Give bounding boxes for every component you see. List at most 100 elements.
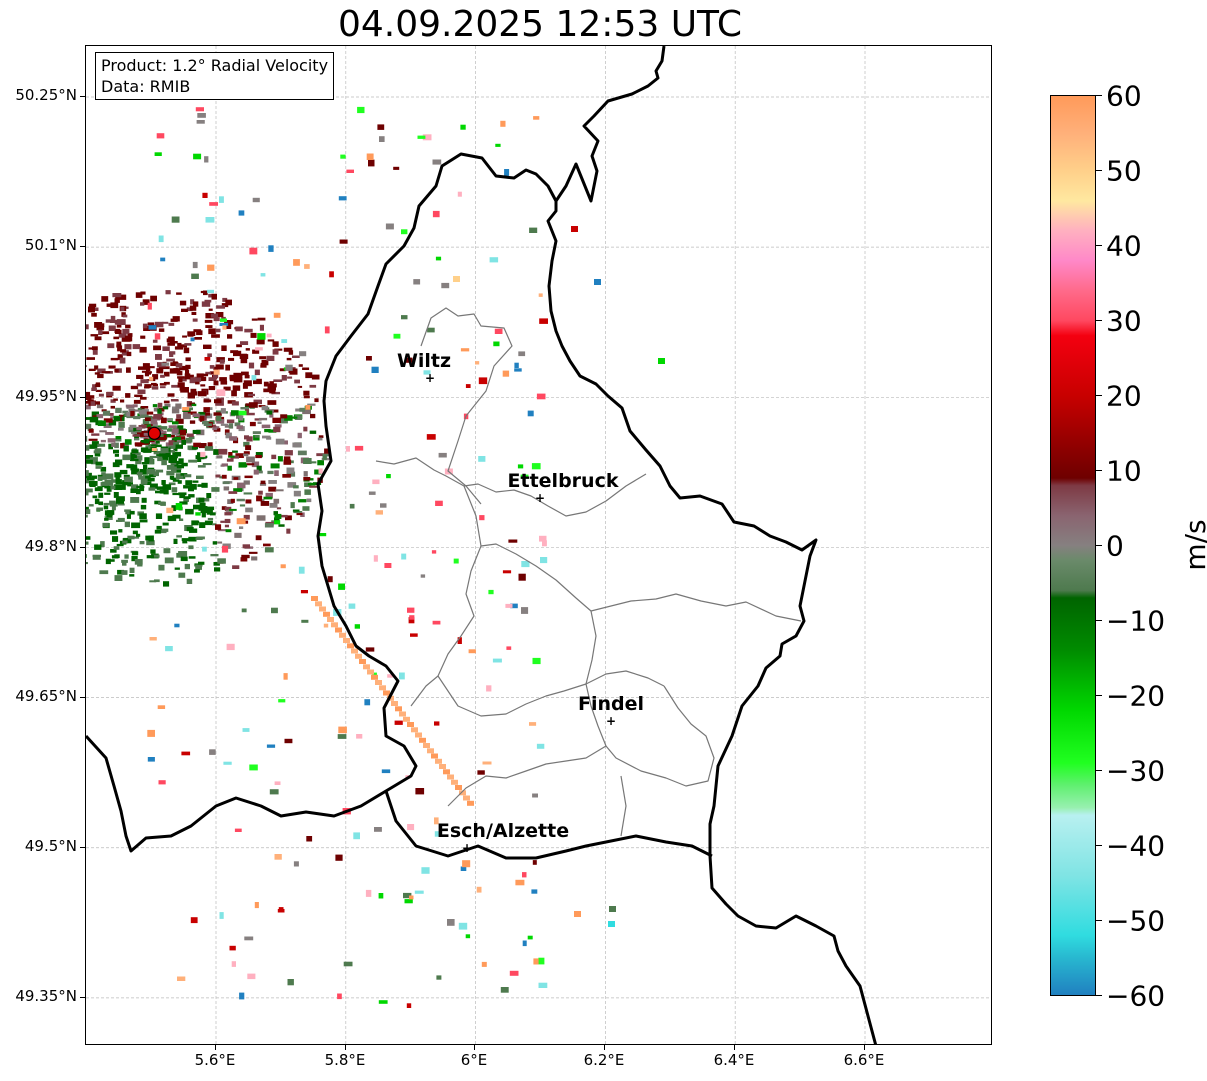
- map-area[interactable]: [85, 45, 992, 1045]
- colorbar-tick-label: 20: [1106, 379, 1142, 413]
- echo-pixel: [394, 720, 403, 725]
- echo-pixel: [172, 493, 179, 496]
- echo-pixel: [116, 496, 125, 502]
- echo-pixel: [356, 734, 363, 739]
- echo-pixel: [86, 463, 87, 468]
- echo-pixel: [251, 375, 257, 381]
- echo-pixel: [255, 347, 263, 351]
- echo-pixel: [234, 373, 243, 376]
- echo-pixel: [129, 574, 135, 577]
- echo-pixel: [136, 485, 145, 489]
- echo-pixel: [197, 391, 207, 397]
- echo-pixel: [268, 486, 277, 492]
- echo-pixel: [107, 438, 116, 443]
- echo-pixel: [186, 526, 194, 532]
- echo-pixel: [151, 441, 158, 446]
- echo-pixel: [108, 559, 115, 562]
- echo-pixel: [92, 350, 98, 355]
- echo-pixel: [256, 495, 263, 502]
- echo-pixel: [188, 459, 198, 463]
- echo-pixel: [151, 448, 157, 452]
- echo-pixel: [266, 437, 272, 440]
- colorbar-tick: [1096, 470, 1102, 471]
- echo-pixel: [204, 413, 213, 419]
- echo-pixel: [280, 414, 288, 419]
- echo-pixel: [90, 334, 99, 337]
- echo-pixel: [181, 538, 190, 542]
- echo-pixel: [253, 435, 260, 441]
- echo-pixel: [192, 261, 198, 269]
- echo-pixel: [88, 438, 98, 441]
- echo-pixel: [104, 480, 114, 486]
- echo-pixel: [387, 674, 393, 678]
- echo-pixel: [148, 487, 156, 491]
- echo-pixel: [229, 374, 235, 380]
- echo-pixel: [89, 416, 99, 423]
- echo-pixel: [293, 490, 301, 497]
- echo-pixel: [144, 386, 150, 389]
- echo-pixel: [228, 491, 238, 494]
- echo-pixel: [158, 328, 165, 332]
- echo-pixel: [251, 556, 258, 561]
- echo-pixel: [292, 355, 300, 358]
- echo-pixel: [386, 474, 391, 479]
- echo-pixel: [432, 159, 442, 165]
- echo-pixel: [155, 469, 164, 473]
- lat-tick: [80, 847, 85, 848]
- echo-pixel: [124, 538, 132, 544]
- echo-pixel: [181, 308, 188, 312]
- echo-pixel: [105, 432, 114, 435]
- echo-pixel: [212, 425, 218, 431]
- echo-pixel: [323, 623, 329, 628]
- echo-pixel: [243, 380, 252, 387]
- district-border: [447, 745, 607, 807]
- echo-pixel: [533, 116, 540, 120]
- echo-pixel: [417, 135, 426, 139]
- echo-pixel: [254, 369, 260, 376]
- echo-pixel: [502, 370, 510, 377]
- echo-pixel: [196, 120, 205, 124]
- echo-pixel: [154, 500, 161, 505]
- echo-pixel: [86, 365, 87, 368]
- echo-pixel: [371, 674, 378, 680]
- echo-pixel: [269, 413, 274, 418]
- echo-pixel: [125, 324, 131, 329]
- echo-pixel: [216, 305, 225, 309]
- echo-pixel: [200, 377, 206, 382]
- echo-pixel: [538, 293, 543, 297]
- echo-pixel: [365, 647, 375, 652]
- echo-pixel: [215, 415, 222, 422]
- echo-pixel: [245, 499, 252, 504]
- echo-pixel: [283, 459, 292, 465]
- echo-pixel: [331, 622, 338, 628]
- echo-pixel: [181, 439, 186, 445]
- echo-pixel: [266, 333, 272, 338]
- echo-pixel: [283, 347, 293, 352]
- echo-pixel: [150, 549, 156, 554]
- echo-pixel: [165, 452, 171, 458]
- echo-pixel: [273, 511, 278, 516]
- echo-pixel: [216, 410, 223, 414]
- echo-pixel: [197, 113, 206, 118]
- echo-pixel: [130, 385, 139, 390]
- echo-pixel: [317, 460, 324, 466]
- district-border: [480, 543, 802, 622]
- echo-pixel: [482, 761, 492, 765]
- echo-pixel: [215, 312, 224, 318]
- echo-pixel: [322, 453, 331, 457]
- echo-pixel: [139, 541, 145, 545]
- echo-pixel: [184, 563, 190, 570]
- echo-pixel: [149, 483, 158, 489]
- echo-pixel: [293, 259, 300, 266]
- echo-pixel: [208, 328, 216, 335]
- echo-pixel: [110, 315, 116, 321]
- echo-pixel: [379, 685, 386, 691]
- echo-pixel: [215, 474, 221, 478]
- echo-pixel: [136, 488, 141, 495]
- echo-pixel: [198, 497, 205, 503]
- echo-pixel: [267, 400, 277, 405]
- echo-pixel: [478, 377, 488, 385]
- echo-pixel: [476, 886, 482, 893]
- echo-pixel: [263, 543, 271, 547]
- echo-pixel: [197, 484, 203, 487]
